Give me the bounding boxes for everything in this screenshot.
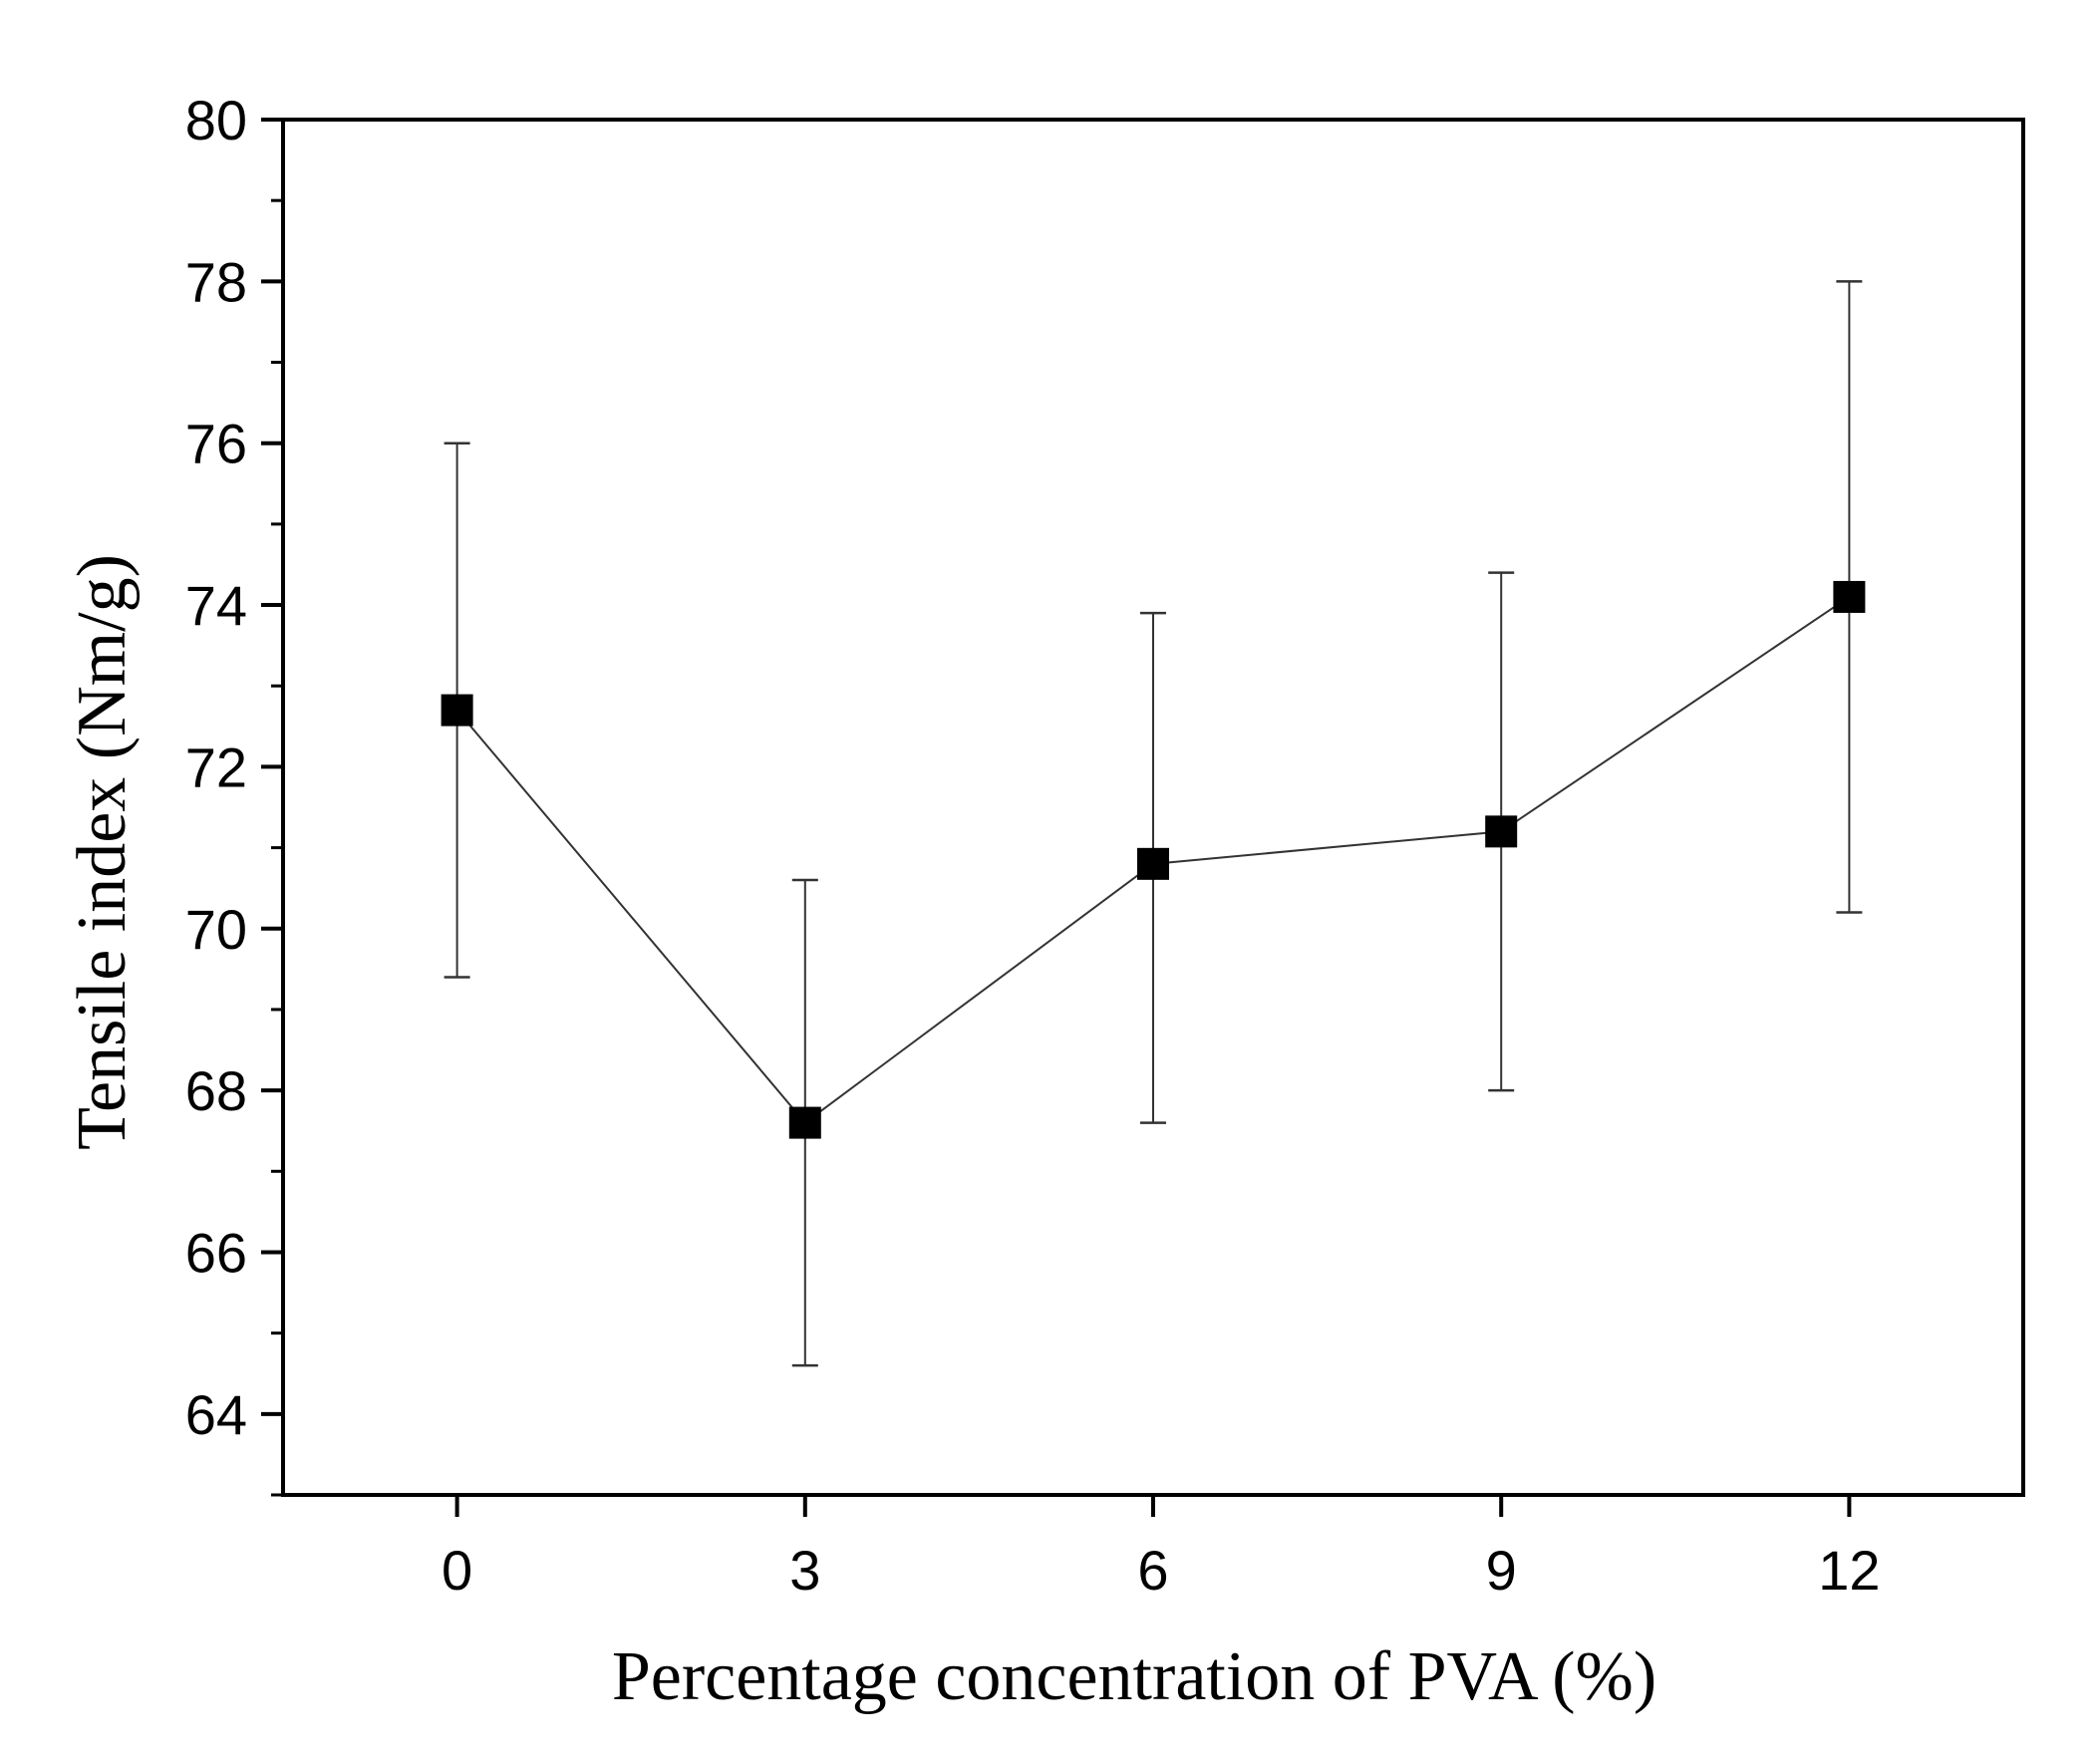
x-tick-label: 3: [789, 1539, 820, 1602]
y-tick-label: 80: [185, 89, 247, 151]
y-tick-label: 74: [185, 574, 247, 637]
x-tick-label: 9: [1486, 1539, 1517, 1602]
x-tick-label: 0: [442, 1539, 472, 1602]
y-tick-label: 70: [185, 898, 247, 961]
data-point-marker: [1137, 847, 1169, 880]
labels-layer: Percentage concentration of PVA (%) Tens…: [64, 89, 1881, 1715]
x-tick-label: 6: [1137, 1539, 1168, 1602]
x-axis-title: Percentage concentration of PVA (%): [612, 1638, 1656, 1715]
data-markers: [441, 580, 1866, 1139]
y-tick-label: 72: [185, 735, 247, 798]
y-axis-title: Tensile index (Nm/g): [64, 554, 141, 1150]
y-tick-label: 64: [185, 1383, 247, 1446]
x-tick-label: 12: [1818, 1539, 1880, 1602]
y-tick-label: 68: [185, 1059, 247, 1122]
axes-layer: [261, 118, 2025, 1517]
data-point-marker: [441, 694, 473, 727]
data-point-marker: [1833, 580, 1866, 613]
y-tick-label: 76: [185, 413, 247, 475]
data-point-marker: [788, 1106, 821, 1139]
y-tick-label: 66: [185, 1221, 247, 1284]
data-point-marker: [1485, 815, 1518, 848]
error-bars: [444, 280, 1863, 1367]
y-tick-label: 78: [185, 250, 247, 313]
